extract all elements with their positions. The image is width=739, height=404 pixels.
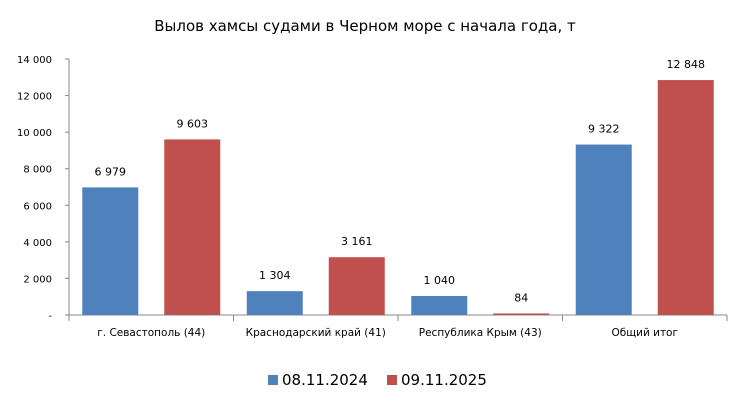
bar <box>575 144 632 315</box>
x-tick-label: Краснодарский край (41) <box>246 327 386 339</box>
legend-swatch <box>268 375 278 385</box>
data-label: 6 979 <box>95 165 127 178</box>
bar <box>246 291 303 315</box>
y-axis: - 2 000 4 000 6 000 8 000 10 000 12 000 14 000 <box>17 55 70 322</box>
x-tick-label: г. Севастополь (44) <box>97 327 205 339</box>
data-label: 1 040 <box>424 274 456 287</box>
y-tick-label: 2 000 <box>23 274 52 285</box>
data-label: 1 304 <box>259 269 291 282</box>
data-label: 9 603 <box>177 117 209 130</box>
bar <box>493 313 550 315</box>
bar <box>328 257 385 315</box>
data-labels: 6 979 1 304 1 040 9 322 9 603 3 161 84 12 848 <box>95 58 706 304</box>
data-label: 12 848 <box>667 58 706 71</box>
legend: 08.11.2024 09.11.2025 <box>268 371 487 389</box>
x-tick-label: Республика Крым (43) <box>419 327 542 339</box>
bar <box>82 187 139 315</box>
legend-label: 08.11.2024 <box>282 371 368 389</box>
bar <box>164 139 221 315</box>
data-label: 3 161 <box>341 235 373 248</box>
legend-label: 09.11.2025 <box>401 371 487 389</box>
data-label: 9 322 <box>588 123 620 136</box>
y-tick-label: - <box>48 311 52 322</box>
bar <box>657 80 714 315</box>
data-label: 84 <box>514 291 528 304</box>
bars <box>82 80 714 315</box>
x-axis: г. Севастополь (44) Краснодарский край (4… <box>68 314 728 339</box>
y-tick-label: 4 000 <box>23 238 52 249</box>
y-tick-label: 6 000 <box>23 201 52 212</box>
bar <box>411 295 468 315</box>
y-tick-label: 14 000 <box>17 55 52 66</box>
y-tick-label: 8 000 <box>23 165 52 176</box>
x-tick-label: Общий итог <box>612 327 679 339</box>
y-tick-label: 12 000 <box>17 92 52 103</box>
y-tick-label: 10 000 <box>17 128 52 139</box>
chart-title: Вылов хамсы судами в Черном море с начал… <box>154 17 576 35</box>
legend-swatch <box>387 375 397 385</box>
